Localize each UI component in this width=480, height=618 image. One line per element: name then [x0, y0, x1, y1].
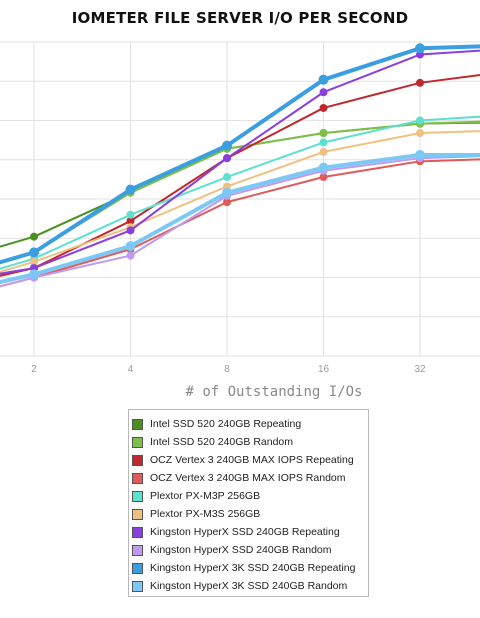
data-point: [29, 269, 39, 280]
data-point: [318, 162, 329, 173]
series-8: [0, 43, 480, 265]
legend-label: Intel SSD 520 240GB Random: [150, 436, 294, 448]
data-point: [30, 257, 38, 266]
legend-item: Intel SSD 520 240GB Random: [132, 433, 368, 451]
data-point: [319, 147, 328, 156]
data-point: [416, 78, 424, 87]
legend-swatch: [132, 544, 143, 556]
legend-item: Kingston HyperX SSD 240GB Repeating: [132, 523, 368, 541]
data-point: [416, 116, 424, 125]
x-tick-label: 4: [128, 364, 134, 375]
chart-title: IOMETER FILE SERVER I/O PER SECOND: [71, 9, 409, 27]
x-tick-label: 16: [318, 364, 330, 375]
data-point: [29, 247, 39, 258]
data-point: [125, 241, 136, 252]
legend-label: Kingston HyperX 3K SSD 240GB Repeating: [150, 562, 356, 574]
x-tick-labels: 2 4 8 16 32: [31, 364, 426, 375]
data-point: [125, 184, 136, 195]
legend-label: OCZ Vertex 3 240GB MAX IOPS Repeating: [150, 454, 354, 466]
data-point: [318, 74, 329, 85]
series-line: [0, 120, 480, 264]
legend-label: Plextor PX-M3S 256GB: [150, 508, 261, 520]
legend-item: Kingston HyperX SSD 240GB Random: [132, 541, 368, 559]
series-line: [0, 74, 480, 277]
legend-item: Intel SSD 520 240GB Repeating: [132, 415, 368, 433]
legend-swatch: [132, 418, 143, 430]
x-axis-title: # of Outstanding I/Os: [185, 384, 362, 400]
legend-label: OCZ Vertex 3 240GB MAX IOPS Random: [150, 472, 346, 484]
data-point: [222, 187, 232, 198]
legend-swatch: [132, 490, 143, 502]
legend-swatch: [132, 472, 143, 484]
series-6: [0, 49, 480, 275]
data-point: [126, 251, 135, 260]
legend-swatch: [132, 580, 143, 592]
data-point: [415, 43, 425, 54]
legend-label: Plextor PX-M3P 256GB: [150, 490, 261, 502]
data-point: [223, 154, 231, 163]
series-2: [0, 74, 480, 277]
legend-item: Kingston HyperX 3K SSD 240GB Repeating: [132, 559, 368, 577]
data-point: [319, 88, 328, 97]
legend-swatch: [132, 436, 143, 448]
legend-item: Plextor PX-M3S 256GB: [132, 505, 368, 523]
data-point: [416, 129, 424, 138]
data-point: [126, 216, 135, 225]
legend-item: Kingston HyperX 3K SSD 240GB Random: [132, 577, 368, 595]
data-point: [126, 226, 135, 235]
legend-swatch: [132, 454, 143, 466]
series-line: [0, 158, 480, 288]
legend-item: Plextor PX-M3P 256GB: [132, 487, 368, 505]
data-point: [126, 210, 135, 219]
series-line: [0, 115, 480, 270]
legend-label: Kingston HyperX SSD 240GB Repeating: [150, 526, 340, 538]
x-tick-label: 2: [31, 364, 37, 375]
series-3: [0, 157, 480, 288]
legend-swatch: [132, 526, 143, 538]
legend-label: Kingston HyperX 3K SSD 240GB Random: [150, 580, 348, 592]
series-1: [0, 119, 480, 264]
legend-swatch: [132, 562, 143, 574]
data-point: [319, 103, 328, 112]
series-9: [0, 150, 480, 285]
legend-swatch: [132, 508, 143, 520]
legend-label: Intel SSD 520 240GB Repeating: [150, 418, 302, 430]
series-lines: [0, 43, 480, 288]
legend-item: OCZ Vertex 3 240GB MAX IOPS Repeating: [132, 451, 368, 469]
data-point: [223, 198, 231, 207]
data-point: [415, 150, 425, 161]
data-point: [223, 173, 231, 182]
x-tick-label: 8: [224, 364, 230, 375]
data-point: [319, 138, 328, 147]
legend: Intel SSD 520 240GB Repeating Intel SSD 5…: [128, 409, 369, 597]
data-point: [222, 140, 232, 151]
data-point: [319, 173, 328, 182]
legend-label: Kingston HyperX SSD 240GB Random: [150, 544, 332, 556]
legend-item: OCZ Vertex 3 240GB MAX IOPS Random: [132, 469, 368, 487]
x-tick-label: 32: [414, 364, 426, 375]
data-point: [30, 232, 38, 241]
data-point: [319, 129, 328, 138]
